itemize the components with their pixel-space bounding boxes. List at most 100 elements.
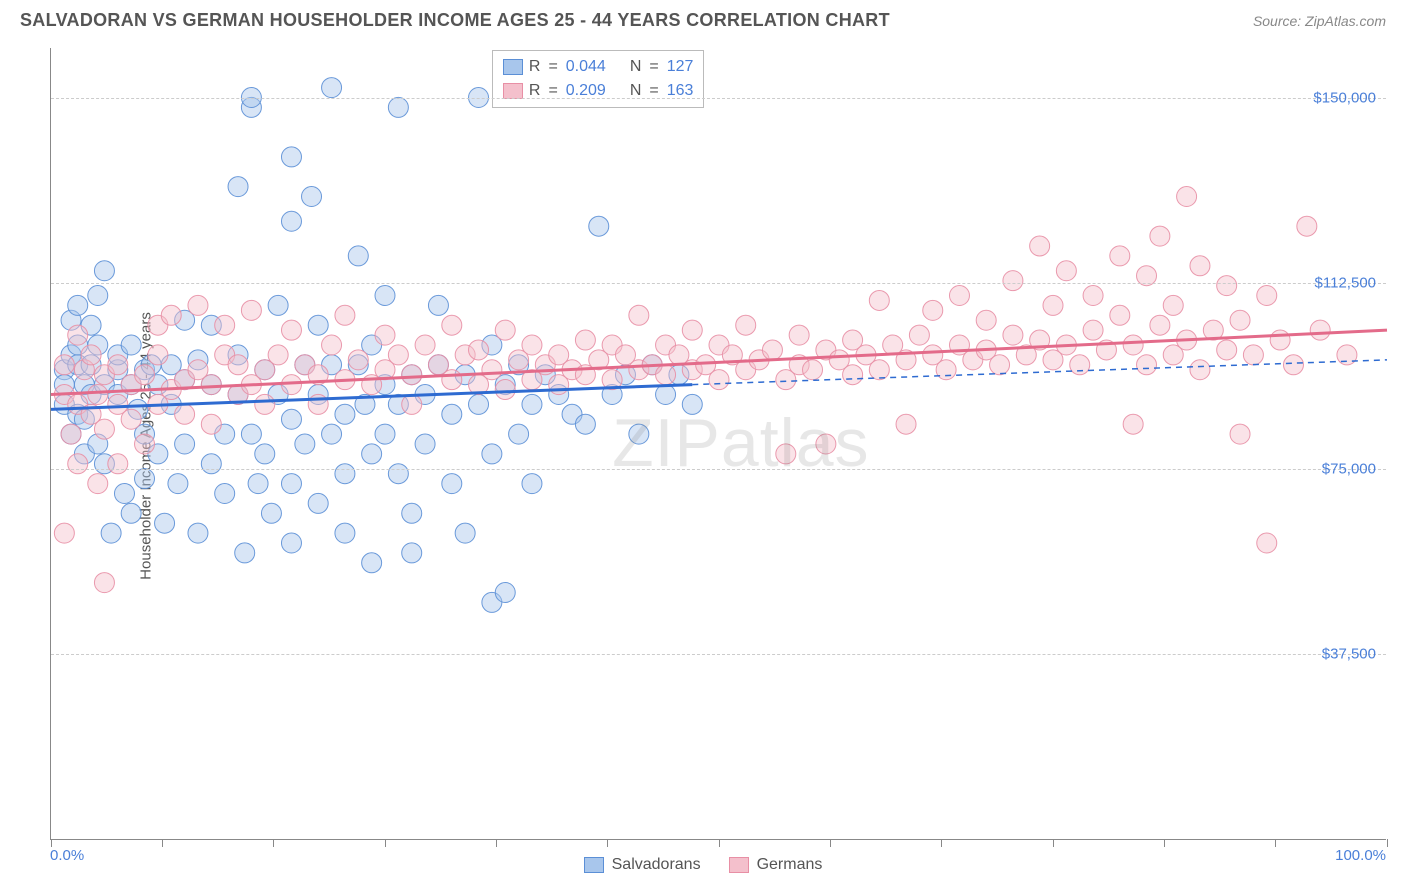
data-point bbox=[1257, 533, 1277, 553]
data-point bbox=[442, 370, 462, 390]
data-point bbox=[575, 330, 595, 350]
data-point bbox=[295, 434, 315, 454]
data-point bbox=[1217, 276, 1237, 296]
data-point bbox=[1230, 310, 1250, 330]
data-point bbox=[54, 355, 74, 375]
y-tick-label: $112,500 bbox=[1315, 275, 1376, 292]
data-point bbox=[241, 424, 261, 444]
data-point bbox=[1283, 355, 1303, 375]
r-value: 0.209 bbox=[566, 79, 606, 103]
data-point bbox=[281, 320, 301, 340]
data-point bbox=[1150, 226, 1170, 246]
x-tick bbox=[830, 839, 831, 847]
data-point bbox=[522, 335, 542, 355]
x-tick bbox=[496, 839, 497, 847]
data-point bbox=[201, 414, 221, 434]
data-point bbox=[629, 424, 649, 444]
data-point bbox=[936, 360, 956, 380]
data-point bbox=[869, 360, 889, 380]
data-point bbox=[335, 523, 355, 543]
legend-n-prefix: N bbox=[630, 79, 642, 103]
data-point bbox=[188, 523, 208, 543]
data-point bbox=[348, 246, 368, 266]
data-point bbox=[869, 290, 889, 310]
legend-item: Salvadorans bbox=[584, 856, 701, 874]
data-point bbox=[268, 295, 288, 315]
data-point bbox=[522, 474, 542, 494]
data-point bbox=[281, 211, 301, 231]
data-point bbox=[709, 370, 729, 390]
data-point bbox=[88, 385, 108, 405]
equals-sign: = bbox=[649, 55, 658, 79]
data-point bbox=[121, 503, 141, 523]
x-tick bbox=[719, 839, 720, 847]
data-point bbox=[469, 340, 489, 360]
data-point bbox=[375, 286, 395, 306]
chart-header: SALVADORAN VS GERMAN HOUSEHOLDER INCOME … bbox=[0, 0, 1406, 37]
data-point bbox=[1310, 320, 1330, 340]
data-point bbox=[896, 414, 916, 434]
data-point bbox=[68, 295, 88, 315]
data-point bbox=[1230, 424, 1250, 444]
data-point bbox=[816, 434, 836, 454]
data-point bbox=[135, 469, 155, 489]
data-point bbox=[949, 286, 969, 306]
data-point bbox=[469, 394, 489, 414]
data-point bbox=[495, 583, 515, 603]
legend-item: Germans bbox=[729, 856, 823, 874]
data-point bbox=[268, 345, 288, 365]
data-point bbox=[1190, 360, 1210, 380]
legend-row: R=0.044N=127 bbox=[503, 55, 694, 79]
y-tick-label: $150,000 bbox=[1313, 89, 1376, 106]
x-tick bbox=[607, 839, 608, 847]
data-point bbox=[789, 325, 809, 345]
data-point bbox=[1030, 236, 1050, 256]
data-point bbox=[442, 474, 462, 494]
x-tick bbox=[1053, 839, 1054, 847]
data-point bbox=[629, 305, 649, 325]
data-point bbox=[976, 310, 996, 330]
n-value: 163 bbox=[667, 79, 694, 103]
x-tick bbox=[273, 839, 274, 847]
data-point bbox=[442, 315, 462, 335]
data-point bbox=[322, 424, 342, 444]
data-point bbox=[248, 474, 268, 494]
data-point bbox=[121, 409, 141, 429]
data-point bbox=[1257, 286, 1277, 306]
data-point bbox=[201, 375, 221, 395]
x-tick bbox=[51, 839, 52, 847]
data-point bbox=[495, 320, 515, 340]
data-point bbox=[281, 147, 301, 167]
series-name: Germans bbox=[757, 856, 823, 874]
data-point bbox=[228, 177, 248, 197]
data-point bbox=[1083, 320, 1103, 340]
data-point bbox=[175, 404, 195, 424]
x-tick bbox=[162, 839, 163, 847]
gridline bbox=[51, 98, 1386, 99]
data-point bbox=[281, 474, 301, 494]
data-point bbox=[415, 335, 435, 355]
data-point bbox=[215, 315, 235, 335]
data-point bbox=[1110, 246, 1130, 266]
data-point bbox=[281, 409, 301, 429]
data-point bbox=[94, 573, 114, 593]
legend-row: R=0.209N=163 bbox=[503, 79, 694, 103]
data-point bbox=[776, 444, 796, 464]
data-point bbox=[388, 345, 408, 365]
data-point bbox=[1297, 216, 1317, 236]
series-legend: Salvadorans Germans bbox=[0, 856, 1406, 874]
data-point bbox=[1150, 315, 1170, 335]
correlation-legend: R=0.044N=127R=0.209N=163 bbox=[492, 50, 705, 108]
data-point bbox=[1270, 330, 1290, 350]
legend-swatch bbox=[729, 857, 749, 873]
data-point bbox=[428, 295, 448, 315]
data-point bbox=[575, 414, 595, 434]
chart-plot-area: R=0.044N=127R=0.209N=163 ZIPatlas $37,50… bbox=[50, 48, 1386, 840]
data-point bbox=[482, 444, 502, 464]
data-point bbox=[135, 434, 155, 454]
data-point bbox=[1177, 187, 1197, 207]
data-point bbox=[135, 365, 155, 385]
data-point bbox=[348, 350, 368, 370]
data-point bbox=[201, 454, 221, 474]
data-point bbox=[402, 503, 422, 523]
